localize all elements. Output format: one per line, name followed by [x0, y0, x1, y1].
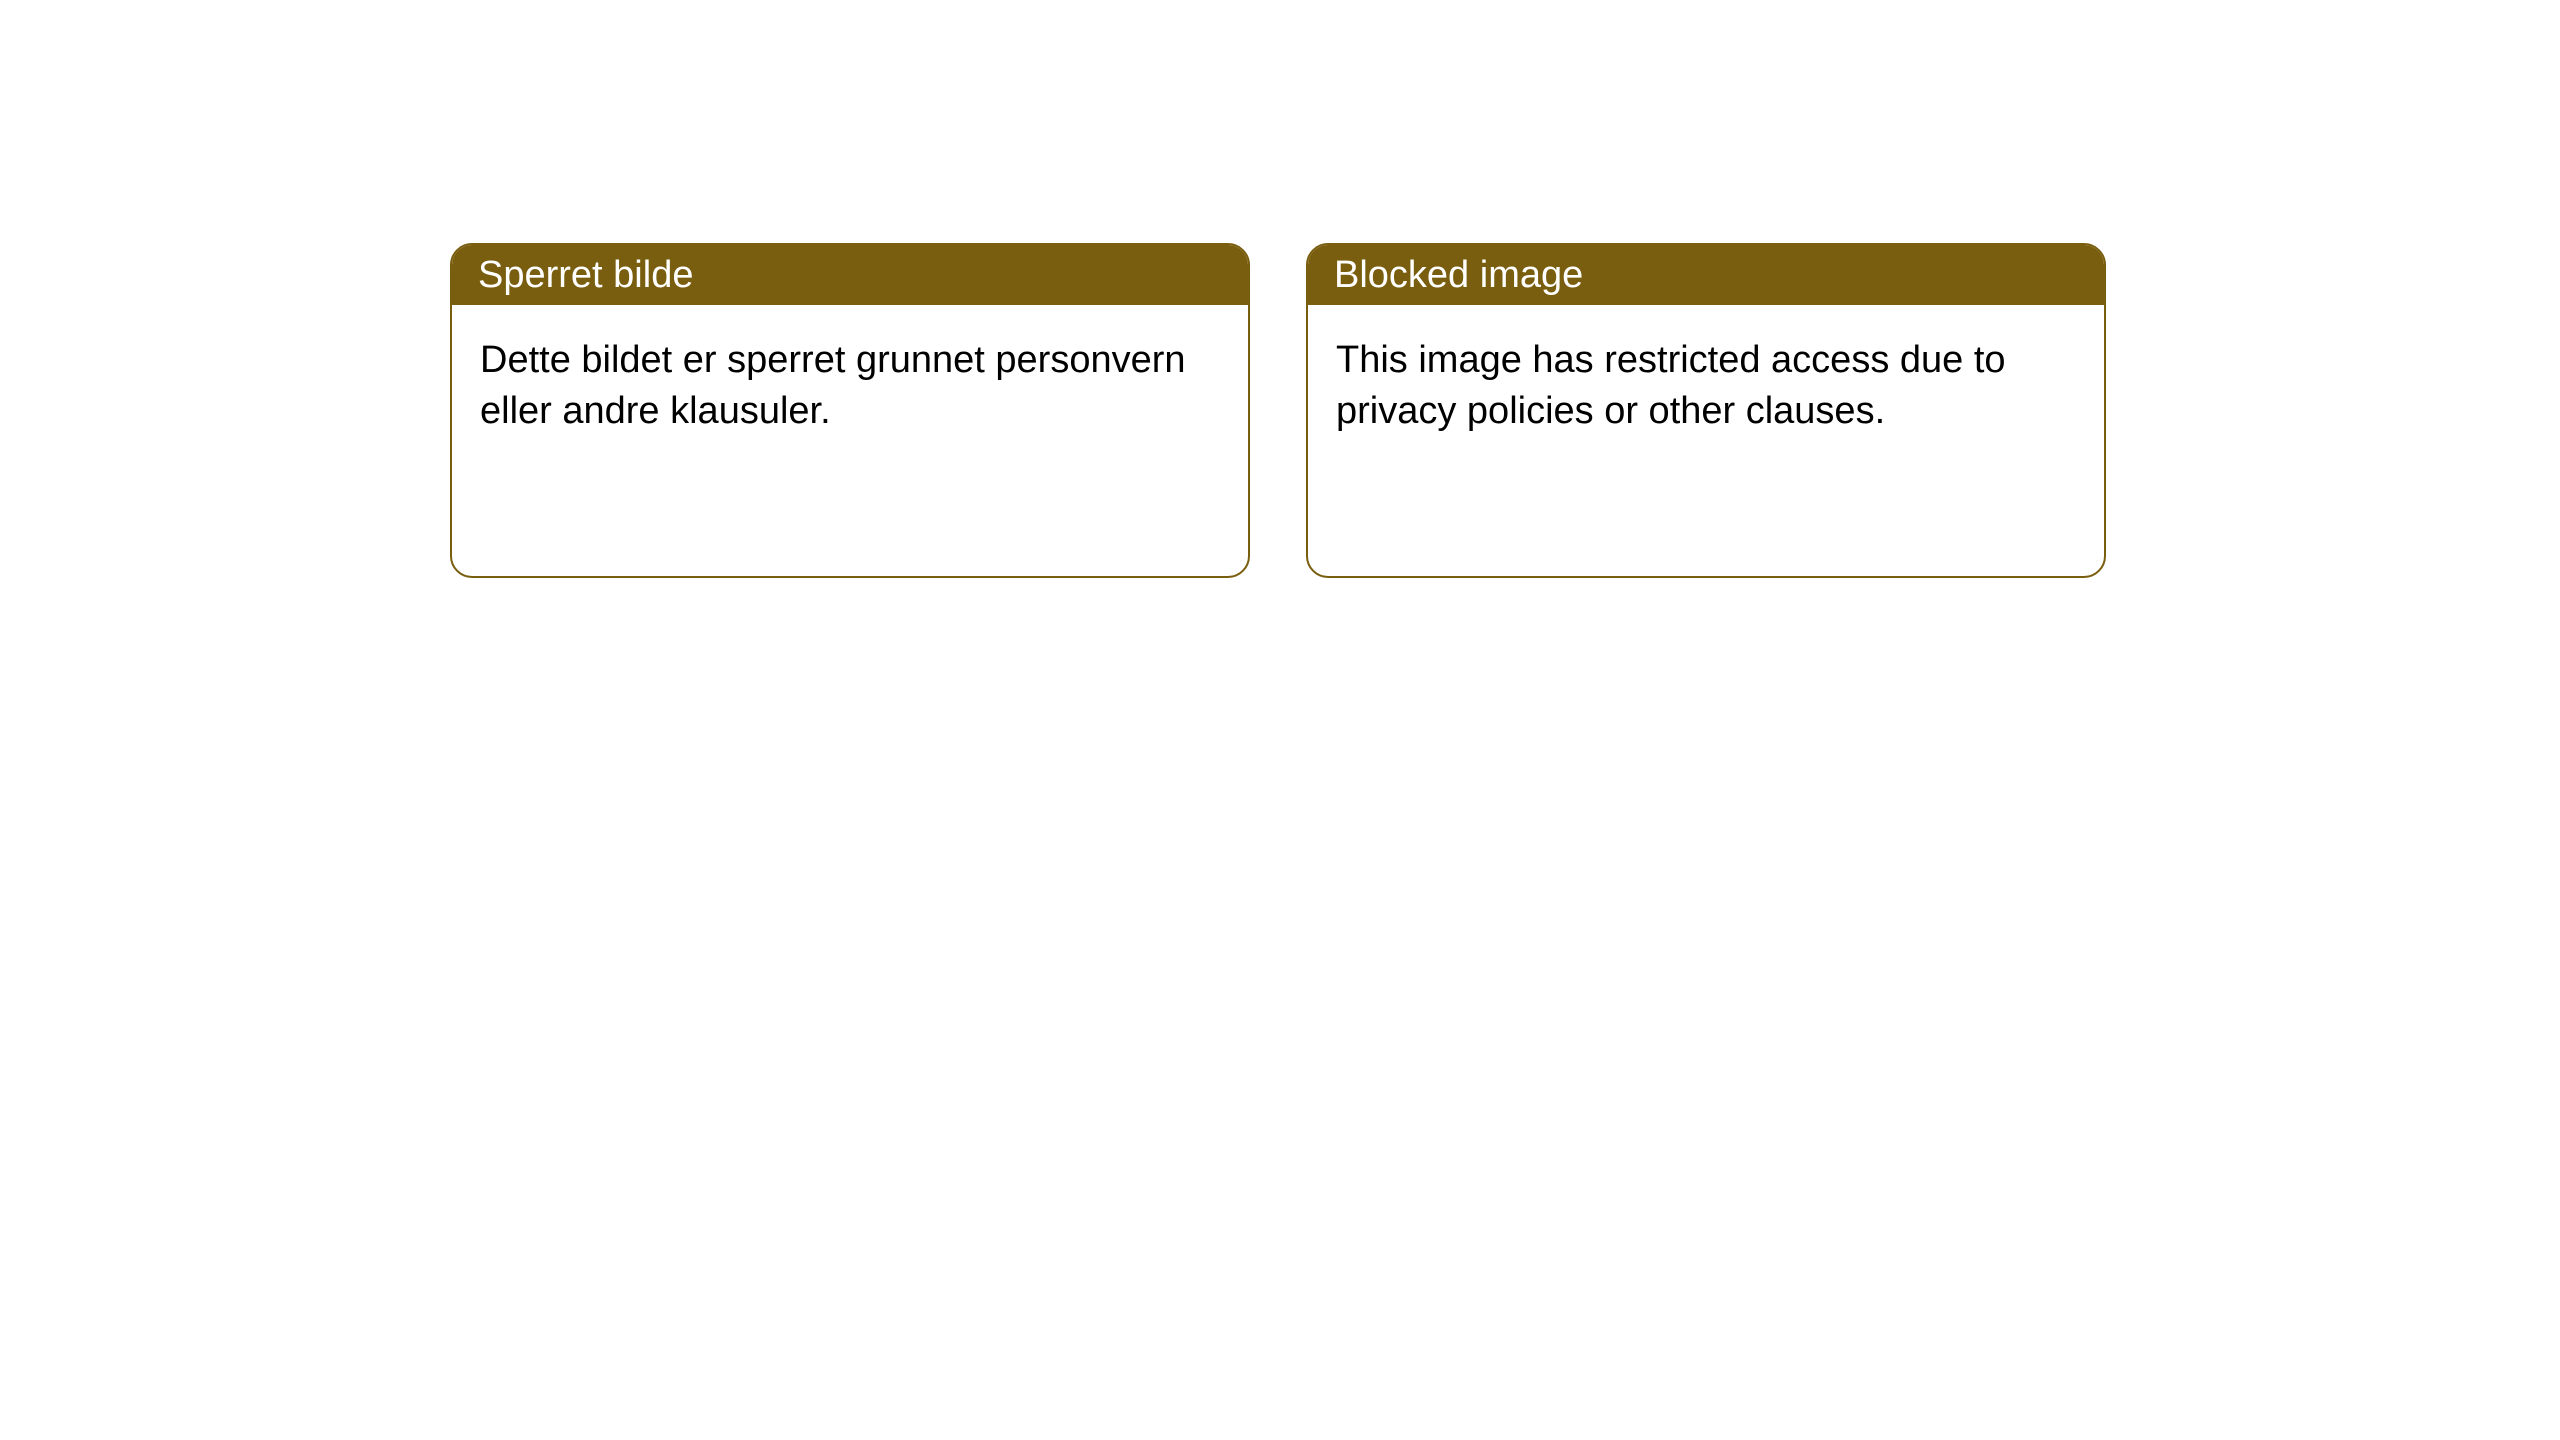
notice-card-body-text: Dette bildet er sperret grunnet personve… [480, 339, 1186, 432]
notice-card-norwegian: Sperret bilde Dette bildet er sperret gr… [450, 243, 1250, 578]
notice-card-body-text: This image has restricted access due to … [1336, 339, 2006, 432]
notice-card-body: This image has restricted access due to … [1308, 305, 2104, 576]
page-root: { "colors": { "page_background": "#fffff… [0, 0, 2560, 1440]
notice-cards-row: Sperret bilde Dette bildet er sperret gr… [450, 243, 2106, 578]
notice-card-title: Sperret bilde [478, 254, 693, 297]
notice-card-header: Sperret bilde [452, 245, 1248, 305]
notice-card-english: Blocked image This image has restricted … [1306, 243, 2106, 578]
notice-card-body: Dette bildet er sperret grunnet personve… [452, 305, 1248, 576]
notice-card-header: Blocked image [1308, 245, 2104, 305]
notice-card-title: Blocked image [1334, 254, 1583, 297]
